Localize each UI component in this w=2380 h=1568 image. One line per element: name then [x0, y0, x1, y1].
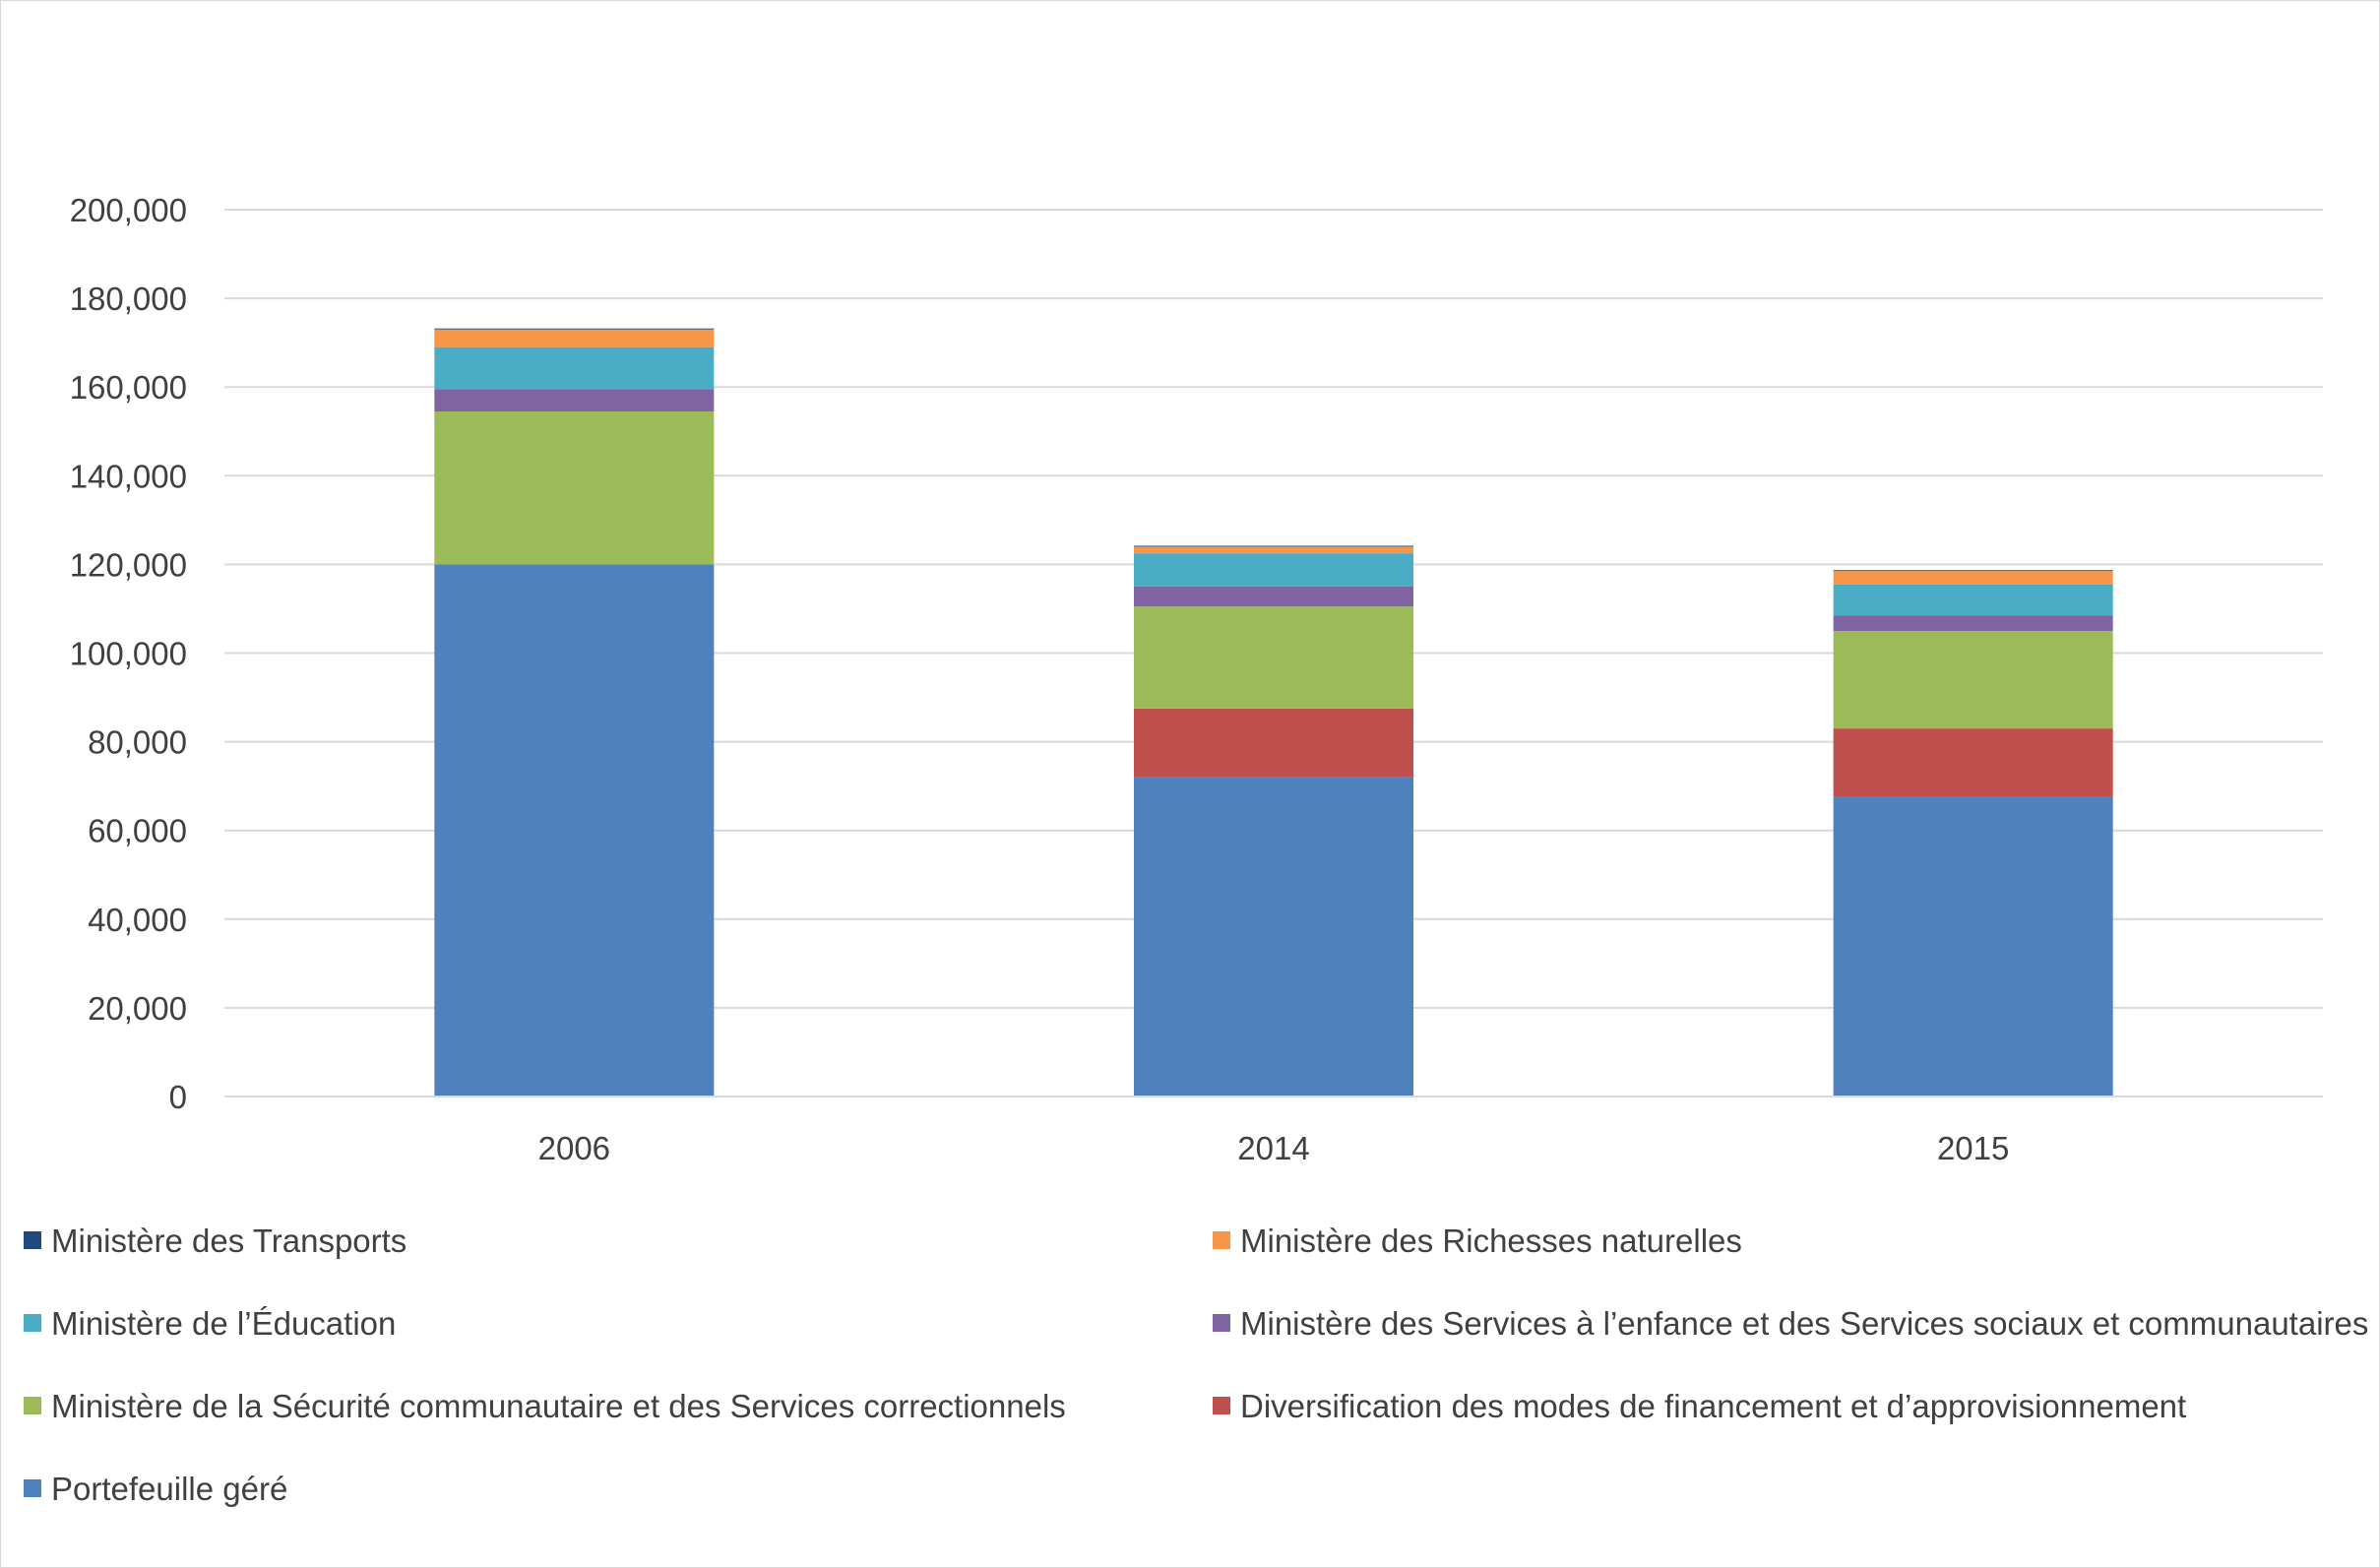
x-tick-label: 2006 — [538, 1130, 610, 1166]
y-tick-label: 40,000 — [88, 902, 187, 938]
y-tick-label: 0 — [169, 1079, 187, 1115]
y-tick-label: 60,000 — [88, 813, 187, 849]
bar-segment — [434, 410, 715, 565]
legend-swatch — [24, 1479, 41, 1497]
legend-label: Ministère des Transports — [51, 1223, 407, 1259]
bar-segment — [1833, 728, 2113, 797]
legend-swatch — [24, 1231, 41, 1249]
axes: 0 20,000 40,000 60,000 80,000 100,000 120,000 1… — [70, 192, 2323, 1166]
bar-segment — [1833, 570, 2113, 572]
bar-segment — [1134, 586, 1413, 607]
y-tick-label: 200,000 — [70, 192, 187, 228]
y-tick-label: 180,000 — [70, 281, 187, 317]
bar-segment — [1833, 584, 2113, 616]
y-tick-label: 160,000 — [70, 369, 187, 406]
legend: Ministère des Transports Ministère des Ri… — [24, 1223, 2368, 1507]
bar-segment — [1833, 630, 2113, 729]
legend-label: Ministère de la Sécurité communautaire e… — [51, 1388, 1066, 1424]
legend-swatch — [24, 1397, 41, 1414]
bars — [434, 328, 2113, 1097]
legend-swatch — [1213, 1231, 1230, 1249]
legend-label: Diversification des modes de financement… — [1240, 1388, 2186, 1424]
legend-swatch — [24, 1314, 41, 1332]
y-tick-label: 20,000 — [88, 990, 187, 1027]
legend-swatch — [1213, 1314, 1230, 1332]
bar-segment — [1833, 615, 2113, 631]
bar-segment — [434, 564, 715, 1097]
legend-label: Ministère de l’Éducation — [51, 1305, 396, 1342]
bar-segment — [1134, 777, 1413, 1097]
bar-segment — [434, 329, 715, 347]
legend-swatch — [1213, 1397, 1230, 1414]
y-tick-label: 140,000 — [70, 458, 187, 494]
bar-segment — [1134, 708, 1413, 778]
bar-segment — [434, 346, 715, 390]
bar-segment — [1833, 796, 2113, 1097]
legend-label: Ministère des Richesses naturelles — [1240, 1223, 1742, 1259]
bar-segment — [1134, 545, 1413, 547]
legend-label: Ministère des Services à l’enfance et de… — [1240, 1305, 2368, 1342]
x-tick-label: 2015 — [1937, 1130, 2009, 1166]
bar-segment — [1134, 553, 1413, 587]
legend-label: Portefeuille géré — [51, 1471, 287, 1507]
bar-segment — [1134, 606, 1413, 709]
bar-segment — [434, 328, 715, 330]
y-tick-label: 120,000 — [70, 546, 187, 583]
bar-segment — [434, 389, 715, 411]
y-tick-label: 80,000 — [88, 724, 187, 761]
y-tick-label: 100,000 — [70, 636, 187, 672]
bar-segment — [1833, 571, 2113, 585]
x-tick-label: 2014 — [1237, 1130, 1309, 1166]
bar-segment — [1134, 546, 1413, 554]
